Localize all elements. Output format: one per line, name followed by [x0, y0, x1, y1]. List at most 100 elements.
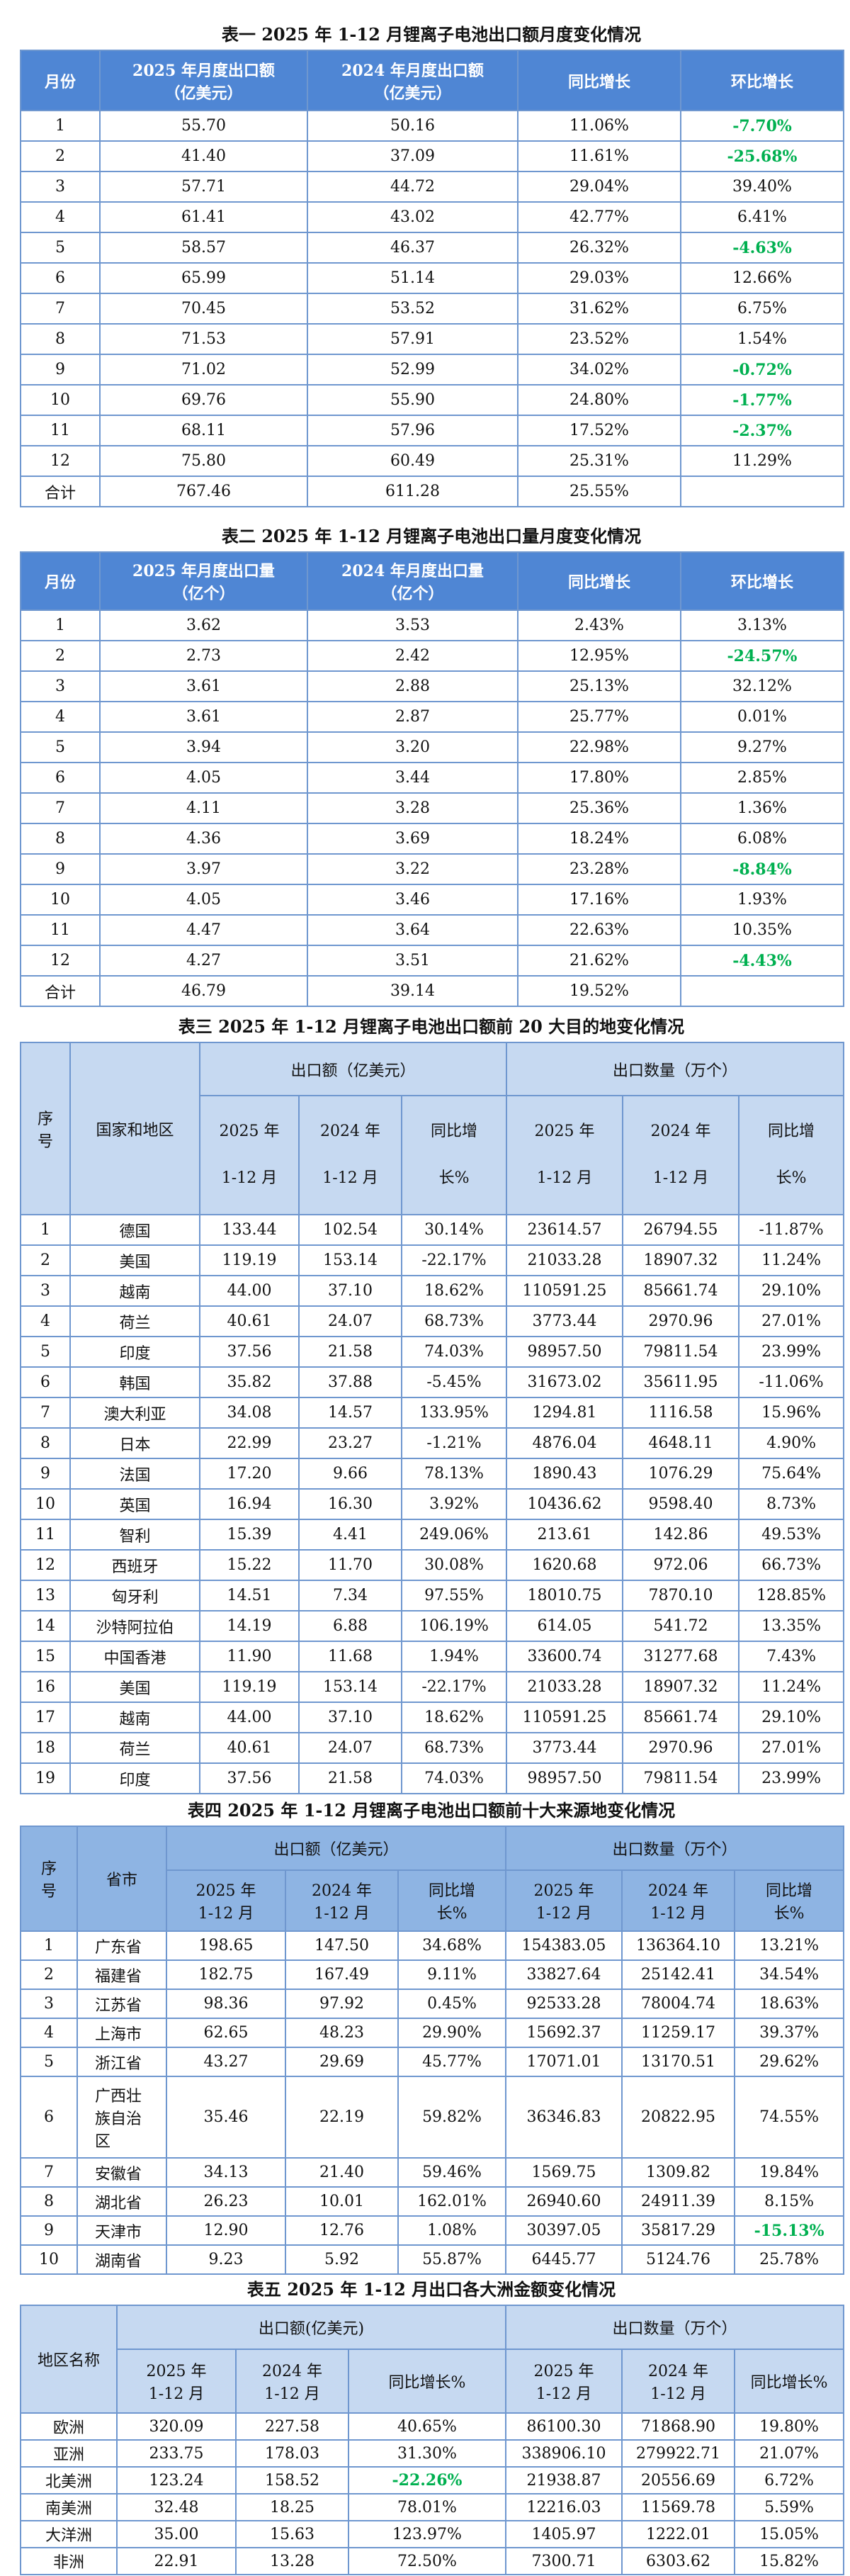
table-cell: 37.56: [199, 1762, 300, 1794]
table-cell: 35817.29: [621, 2215, 736, 2246]
table-cell: 9.23: [166, 2244, 286, 2275]
table-cell: 浙江省: [76, 2047, 167, 2077]
table-cell: 25.77%: [517, 701, 681, 733]
table-cell: 133.44: [199, 1214, 300, 1246]
table-cell: 25.55%: [517, 476, 681, 507]
table-cell: 12216.03: [505, 2493, 623, 2521]
table-cell: 7: [20, 1397, 71, 1429]
table-cell: 50.16: [307, 110, 518, 142]
table: 序号 省市 出口额（亿美元） 出口数量（万个） 2025 年 1-12 月 20…: [20, 1826, 845, 2275]
table-cell: 23.52%: [517, 323, 681, 355]
table-cell: 3: [20, 171, 101, 203]
table-cell: 11.61%: [517, 140, 681, 172]
table-cell: 9: [20, 853, 101, 885]
table-row: 2 美国 119.19 153.14 -22.17% 21033.28 18907.32 11…: [20, 1244, 845, 1276]
table-cell: 37.56: [199, 1336, 300, 1368]
table-cell: 24911.39: [621, 2186, 736, 2217]
table-cell: 1405.97: [505, 2520, 623, 2548]
table-cell: 31.30%: [348, 2439, 506, 2468]
table-cell: 8.73%: [738, 1488, 845, 1520]
table-cell: 34.02%: [517, 354, 681, 386]
table-cell: 9: [20, 2215, 78, 2246]
table-cell: 767.46: [99, 476, 308, 507]
table-cell: 25.13%: [517, 670, 681, 702]
table-cell: 7870.10: [622, 1580, 740, 1612]
table-cell: 美国: [69, 1244, 200, 1276]
table-cell: 1309.82: [621, 2157, 736, 2188]
table-cell: 湖北省: [76, 2186, 167, 2217]
table-cell: 279922.71: [621, 2439, 735, 2468]
table-cell: 614.05: [506, 1610, 624, 1642]
table-cell: 972.06: [622, 1549, 740, 1581]
header-cell: 2025 年 1-12 月: [506, 1095, 624, 1215]
table-cell: 40.65%: [348, 2412, 506, 2441]
table-cell: 29.10%: [738, 1275, 845, 1307]
table-cell: 16: [20, 1671, 71, 1703]
header-cell: 同比增长%: [400, 1095, 508, 1215]
table-cell: 15.22: [199, 1549, 300, 1581]
table-cell: 2970.96: [622, 1305, 740, 1337]
table-cell: 1.93%: [680, 884, 844, 916]
table-cell: 6.88: [298, 1610, 402, 1642]
table-cell: 18.24%: [517, 823, 681, 855]
table-row: 2 41.40 37.09 11.61% -25.68%: [20, 140, 844, 172]
table-cell: -11.87%: [738, 1214, 845, 1246]
table-cell: 7: [20, 792, 101, 824]
header-cell: 同比增长%: [348, 2349, 506, 2414]
table-cell: 11259.17: [621, 2018, 736, 2048]
table-cell: 37.09: [307, 140, 518, 172]
table-cell: 338906.10: [505, 2439, 623, 2468]
table-cell: 23.99%: [738, 1336, 845, 1368]
table-cell: 1: [20, 110, 101, 142]
table-cell: 9: [20, 354, 101, 386]
header-cell: 月份: [20, 50, 101, 111]
table-cell: 39.40%: [680, 171, 844, 203]
table-cell: [680, 476, 844, 507]
table-cell: 1294.81: [506, 1397, 624, 1429]
table-cell: 越南: [69, 1275, 200, 1307]
table-cell: 9.27%: [680, 731, 844, 763]
table-cell: 16.30: [298, 1488, 402, 1520]
table-row: 7 澳大利亚 34.08 14.57 133.95% 1294.81 1116.58 15.9…: [20, 1397, 845, 1429]
table-row: 17 越南 44.00 37.10 18.62% 110591.25 85661.74 29.…: [20, 1702, 845, 1733]
table-cell: 1: [20, 1930, 78, 1961]
table-row: 亚洲 233.75 178.03 31.30% 338906.10 279922.71 21…: [20, 2439, 845, 2468]
table-cell: 湖南省: [76, 2244, 167, 2275]
table-row: 5 浙江省 43.27 29.69 45.77% 17071.01 13170.51 29.6…: [20, 2047, 845, 2077]
header-cell: 2024 年月度出口额 （亿美元）: [307, 50, 518, 111]
table-cell: 29.03%: [517, 262, 681, 294]
table-cell: 55.70: [99, 110, 308, 142]
table-cell: 4.05: [99, 884, 308, 916]
table-cell: 41.40: [99, 140, 308, 172]
table-row: 18 荷兰 40.61 24.07 68.73% 3773.44 2970.96 27.01%: [20, 1732, 845, 1764]
table-cell: 19.52%: [517, 975, 681, 1007]
table-cell: 7.43%: [738, 1641, 845, 1672]
table-cell: -7.70%: [680, 110, 844, 142]
table-cell: 178.03: [235, 2439, 349, 2468]
table-cell: 4.36: [99, 823, 308, 855]
table-cell: 123.97%: [348, 2520, 506, 2548]
table-cell: 22.63%: [517, 914, 681, 946]
header-cell: 2025 年 1-12 月: [166, 1869, 286, 1932]
table-row: 4 上海市 62.65 48.23 29.90% 15692.37 11259.17 39.3…: [20, 2018, 845, 2048]
table-row: 欧洲 320.09 227.58 40.65% 86100.30 71868.90 19.8…: [20, 2412, 845, 2441]
table-row: 11 4.47 3.64 22.63% 10.35%: [20, 914, 844, 946]
table-cell: 3.13%: [680, 609, 844, 641]
table-cell: 44.00: [199, 1275, 300, 1307]
table-cell: 法国: [69, 1458, 200, 1490]
table-row: 10 4.05 3.46 17.16% 1.93%: [20, 884, 844, 916]
table-cell: 162.01%: [397, 2186, 507, 2217]
header-cell: 2024 年 1-12 月: [298, 1095, 402, 1215]
header-cell: 2024 年月度出口量 （亿个）: [307, 551, 518, 611]
table-cell: 110591.25: [506, 1275, 624, 1307]
table-cell: 1.08%: [397, 2215, 507, 2246]
table-row: 大洋洲 35.00 15.63 123.97% 1405.97 1222.01 15.05%: [20, 2520, 845, 2548]
table-cell: 58.57: [99, 232, 308, 264]
header-cell: 同比增长: [517, 50, 681, 111]
table-cell: 6.72%: [733, 2466, 845, 2495]
table-cell: 5: [20, 731, 101, 763]
header-cell: 同比增长%: [397, 1869, 507, 1932]
table-cell: 34.13: [166, 2157, 286, 2188]
table-cell: -25.68%: [680, 140, 844, 172]
